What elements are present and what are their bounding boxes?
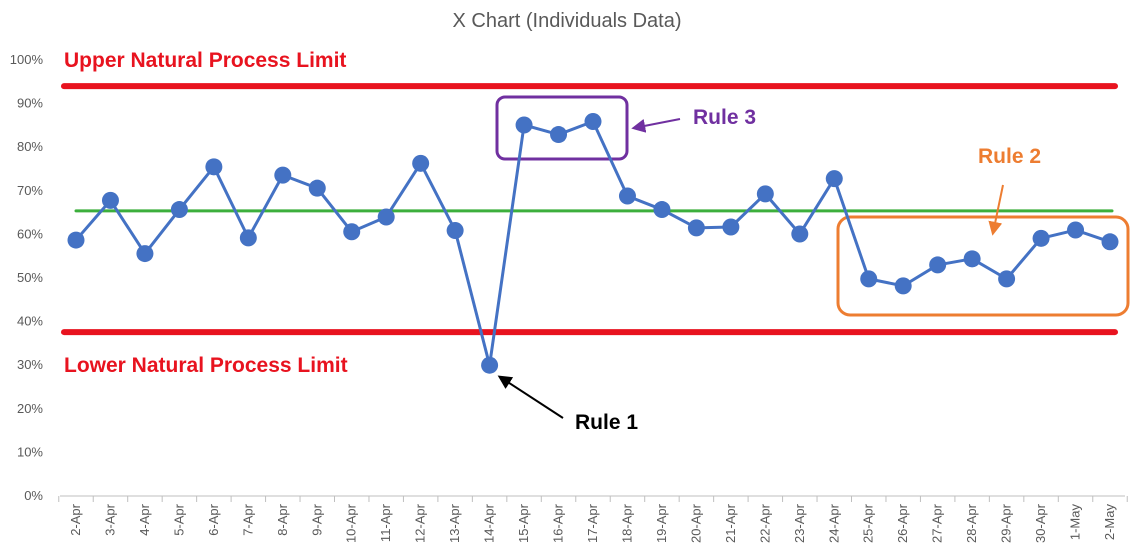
rule-2-label: Rule 2 xyxy=(978,145,1041,168)
y-tick-label: 40% xyxy=(17,314,43,329)
x-tick-label: 19-Apr xyxy=(654,503,669,543)
rule-3-label: Rule 3 xyxy=(693,106,756,129)
data-point xyxy=(1032,229,1050,247)
x-tick-label: 10-Apr xyxy=(344,503,359,543)
rule-1-arrow xyxy=(497,375,564,419)
x-tick-label: 14-Apr xyxy=(482,503,497,543)
data-point xyxy=(170,201,188,219)
data-point xyxy=(756,185,774,203)
x-tick-label: 12-Apr xyxy=(413,503,428,543)
rule-3-box xyxy=(495,95,629,161)
x-tick-label: 8-Apr xyxy=(275,503,290,535)
x-tick-label: 29-Apr xyxy=(999,503,1014,543)
data-point xyxy=(1101,233,1119,251)
chart-title: X Chart (Individuals Data) xyxy=(453,10,682,32)
data-point xyxy=(239,229,257,247)
y-tick-label: 70% xyxy=(17,183,43,198)
x-tick-label: 6-Apr xyxy=(206,503,221,535)
data-point xyxy=(687,219,705,237)
data-point xyxy=(481,356,499,374)
upper-limit-label: Upper Natural Process Limit xyxy=(64,49,346,72)
x-tick-label: 27-Apr xyxy=(930,503,945,543)
data-point xyxy=(653,201,671,219)
reference-lines: Upper Natural Process Limit Lower Natural… xyxy=(61,49,1118,377)
data-point xyxy=(308,179,326,197)
y-tick-label: 20% xyxy=(17,401,43,416)
data-point xyxy=(791,225,809,243)
data-point xyxy=(722,218,740,236)
x-tick-label: 2-Apr xyxy=(68,503,83,535)
y-tick-label: 60% xyxy=(17,226,43,241)
x-tick-label: 18-Apr xyxy=(619,503,634,543)
data-point xyxy=(67,231,85,249)
data-point xyxy=(515,116,533,134)
data-point xyxy=(343,223,361,241)
data-point xyxy=(894,277,912,295)
data-point xyxy=(929,256,947,274)
rule-2-box xyxy=(836,215,1130,317)
data-point xyxy=(550,126,568,144)
x-tick-label: 23-Apr xyxy=(792,503,807,543)
data-point xyxy=(446,221,464,239)
rule-2-arrow xyxy=(988,184,1004,236)
data-point xyxy=(1067,221,1085,239)
y-tick-label: 10% xyxy=(17,444,43,459)
x-tick-label: 25-Apr xyxy=(861,503,876,543)
x-tick-label: 26-Apr xyxy=(895,503,910,543)
y-tick-label: 0% xyxy=(24,488,43,503)
x-tick-label: 1-May xyxy=(1068,504,1083,541)
data-point xyxy=(377,208,395,226)
x-tick-label: 24-Apr xyxy=(826,503,841,543)
data-point xyxy=(101,191,119,209)
data-point xyxy=(136,245,154,263)
y-tick-label: 90% xyxy=(17,96,43,111)
y-tick-label: 80% xyxy=(17,139,43,154)
data-series xyxy=(67,112,1119,374)
x-tick-label: 21-Apr xyxy=(723,503,738,543)
data-point xyxy=(825,170,843,188)
x-tick-label: 13-Apr xyxy=(447,503,462,543)
data-point xyxy=(205,158,223,176)
y-tick-label: 30% xyxy=(17,357,43,372)
rule-1-label: Rule 1 xyxy=(575,411,638,434)
data-point xyxy=(618,187,636,205)
data-point xyxy=(998,270,1016,288)
data-point xyxy=(412,154,430,172)
x-tick-label: 4-Apr xyxy=(137,503,152,535)
data-point xyxy=(963,250,981,268)
rule-3-arrow xyxy=(631,118,681,133)
data-point xyxy=(860,270,878,288)
x-tick-label: 28-Apr xyxy=(964,503,979,543)
x-tick-label: 16-Apr xyxy=(551,503,566,543)
data-point xyxy=(584,112,602,130)
annotations: Rule 1 Rule 2 Rule 3 xyxy=(495,95,1130,434)
x-tick-label: 22-Apr xyxy=(757,503,772,543)
x-tick-label: 9-Apr xyxy=(309,503,324,535)
x-tick-label: 7-Apr xyxy=(240,503,255,535)
axis-layer: 0% 10% 20% 30% 40% 50% 60% 70% 80% 90% 100% 2-Apr 3-… xyxy=(10,52,1128,543)
y-tick-label: 100% xyxy=(10,52,44,67)
x-tick-label: 2-May xyxy=(1102,504,1117,541)
x-tick-label: 17-Apr xyxy=(585,503,600,543)
x-tick-label: 5-Apr xyxy=(171,503,186,535)
data-point xyxy=(274,166,292,184)
x-tick-label: 3-Apr xyxy=(102,503,117,535)
x-tick-label: 20-Apr xyxy=(688,503,703,543)
x-tick-label: 30-Apr xyxy=(1033,503,1048,543)
x-tick-label: 11-Apr xyxy=(378,503,393,542)
lower-limit-label: Lower Natural Process Limit xyxy=(64,354,348,377)
y-tick-label: 50% xyxy=(17,270,43,285)
x-tick-label: 15-Apr xyxy=(516,503,531,543)
